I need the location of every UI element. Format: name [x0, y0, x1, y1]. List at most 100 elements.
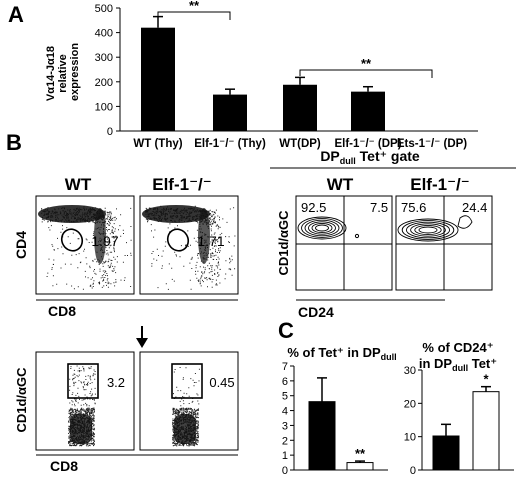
b-top-dense-tail-1 — [198, 208, 210, 264]
c-left-title: % of Tet⁺ in DPdull — [287, 345, 396, 362]
b-bottom-gate-wt — [67, 363, 99, 399]
c-right-title-line2-rest: Tet⁺ — [468, 356, 497, 371]
b-right-title-wt: WT — [327, 175, 354, 194]
b-right-elf-contour-1 — [401, 220, 455, 240]
b-right-wt-contour-1 — [301, 218, 343, 238]
panel-a-sig-bracket-1 — [299, 69, 433, 78]
b-right-elf-contour-5 — [418, 226, 438, 234]
b-right-gate-title: DPdull Tet⁺ gate — [320, 148, 420, 166]
b-right-gate-title-rest: Tet⁺ gate — [356, 148, 420, 164]
b-right-wt-contour-4 — [311, 222, 333, 234]
panel-a-bar-chart: Vα14-Jα18 relative expression 0 100 200 300… — [45, 0, 478, 150]
b-right-wt-outlier — [354, 233, 360, 239]
c-right-ytick-label-1: 10 — [404, 432, 416, 444]
c-right-title-line2: in DPdull Tet⁺ — [419, 356, 497, 373]
panel-a-ylabel-line1: Vα14-Jα18 — [45, 46, 57, 101]
panel-a-xlabels: WT (Thy) Elf-1⁻/⁻ (Thy) WT(DP) Elf-1⁻/⁻ (DP… — [133, 138, 467, 150]
panel-a-bars — [141, 15, 449, 132]
c-left-bar-chart: 0 1 2 3 4 5 6 7 ** — [282, 361, 388, 477]
b-top-dense-blob-0 — [38, 205, 106, 223]
b-top-title-elf: Elf-1⁻/⁻ — [152, 175, 212, 194]
b-right-elf-contour-4 — [414, 224, 442, 236]
panel-a-ytick-label-4: 400 — [95, 28, 113, 40]
c-left-ytick-label-4: 4 — [282, 406, 288, 418]
b-bottom-xlabel: CD8 — [50, 458, 78, 474]
b-top-ylabel: CD4 — [13, 231, 29, 259]
c-right-title-line2-main: in DP — [419, 356, 453, 371]
panel-a-ytick-label-5: 500 — [95, 3, 113, 15]
c-left-ytick-label-0: 0 — [282, 465, 288, 477]
panel-label-c: C — [278, 318, 294, 343]
b-right-gate-title-sub: dull — [340, 156, 356, 166]
c-right-ytick-label-0: 0 — [410, 465, 416, 477]
b-right-gate-title-main: DP — [320, 148, 339, 164]
c-right-bar-chart: 0 10 20 30 * — [404, 365, 514, 477]
panel-a-xlabel-1: Elf-1⁻/⁻ (Thy) — [194, 138, 266, 150]
c-left-ytick-label-6: 6 — [282, 376, 288, 388]
panel-label-b: B — [6, 130, 22, 155]
c-left-ytick-label-5: 5 — [282, 391, 288, 403]
b-bottom-value-wt: 3.2 — [107, 375, 125, 390]
c-left-title-sub: dull — [381, 352, 397, 362]
c-left-annotation-1: ** — [355, 446, 366, 461]
b-right-ylabel: CD1d/αGC — [276, 210, 291, 276]
b-top-title-wt: WT — [65, 175, 92, 194]
panel-a-bar-1 — [213, 94, 247, 131]
b-right-elf-contour-2 — [405, 221, 451, 239]
panel-a-sig-bracket-0 — [157, 11, 231, 20]
panel-a-ylabel-line2: relative — [57, 54, 69, 93]
b-right-wt-contour-2 — [304, 219, 340, 237]
b-top-gate-elf — [166, 228, 190, 252]
b-bottom-scatter-dots — [68, 365, 200, 447]
c-left-title-main: % of Tet⁺ in DP — [287, 345, 381, 360]
panel-a-xlabel-4: Ets-1⁻/⁻ (DP) — [397, 138, 467, 150]
b-bottom-dense-blob-0 — [70, 414, 92, 444]
panel-a-bar-4 — [415, 130, 449, 132]
c-left-ytick-label-3: 3 — [282, 420, 288, 432]
panel-a-bar-3 — [351, 91, 385, 131]
b-right-wt-upper-right: 7.5 — [370, 200, 388, 215]
b-bottom-dense-blob-1 — [174, 414, 196, 444]
b-right-wt-contour-5 — [315, 224, 329, 232]
b-right-elf-lobe — [457, 215, 473, 229]
panel-a-sig-label-0: ** — [189, 0, 200, 13]
c-right-bar-1 — [472, 391, 500, 471]
panel-a-xlabel-0: WT (Thy) — [133, 138, 182, 150]
c-left-bar-0 — [308, 401, 336, 471]
panel-a-significance: ** ** — [157, 0, 433, 78]
b-right-wt-contour-0 — [297, 216, 347, 240]
panel-a-bar-2 — [283, 84, 317, 131]
panel-a-ytick-label-2: 200 — [95, 77, 113, 89]
b-right-wt-contour-3 — [308, 221, 336, 235]
b-bottom-value-elf: 0.45 — [209, 375, 234, 390]
b-right-elf-upper-left: 75.6 — [401, 200, 426, 215]
b-top-value-elf: 1.71 — [197, 233, 224, 249]
b-bottom-gate-elf — [171, 363, 203, 399]
panel-a-ytick-label-3: 300 — [95, 52, 113, 64]
c-right-title-line2-sub: dull — [452, 363, 468, 373]
panel-a-xlabel-3: Elf-1⁻/⁻ (DP) — [334, 138, 401, 150]
b-right-contours — [297, 215, 473, 242]
panel-a-ytick-label-0: 0 — [107, 126, 113, 138]
c-right-annotation-1: * — [483, 372, 489, 387]
c-left-ytick-label-2: 2 — [282, 435, 288, 447]
panel-a-ylabel-line3: expression — [69, 43, 81, 101]
b-right-title-elf: Elf-1⁻/⁻ — [410, 175, 470, 194]
c-right-title-line1: % of CD24⁺ — [422, 340, 493, 355]
arrow-down-icon — [136, 338, 148, 348]
b-right-elf-contour-3 — [410, 223, 446, 237]
panel-label-a: A — [8, 2, 24, 27]
b-top-gate-wt — [60, 228, 84, 252]
b-right-elf-contour-0 — [397, 218, 459, 242]
b-top-value-wt: 1.97 — [91, 233, 118, 249]
c-right-ytick-label-2: 20 — [404, 398, 416, 410]
b-bottom-ylabel: CD1d/αGC — [14, 367, 29, 433]
c-left-bar-1 — [346, 462, 374, 471]
c-left-ytick-label-7: 7 — [282, 361, 288, 373]
c-right-ytick-label-3: 30 — [404, 365, 416, 377]
b-right-xlabel: CD24 — [298, 304, 334, 320]
b-top-scatter-dots — [38, 205, 236, 290]
b-right-elf-upper-right: 24.4 — [462, 200, 487, 215]
panel-a-sig-label-1: ** — [361, 56, 372, 71]
